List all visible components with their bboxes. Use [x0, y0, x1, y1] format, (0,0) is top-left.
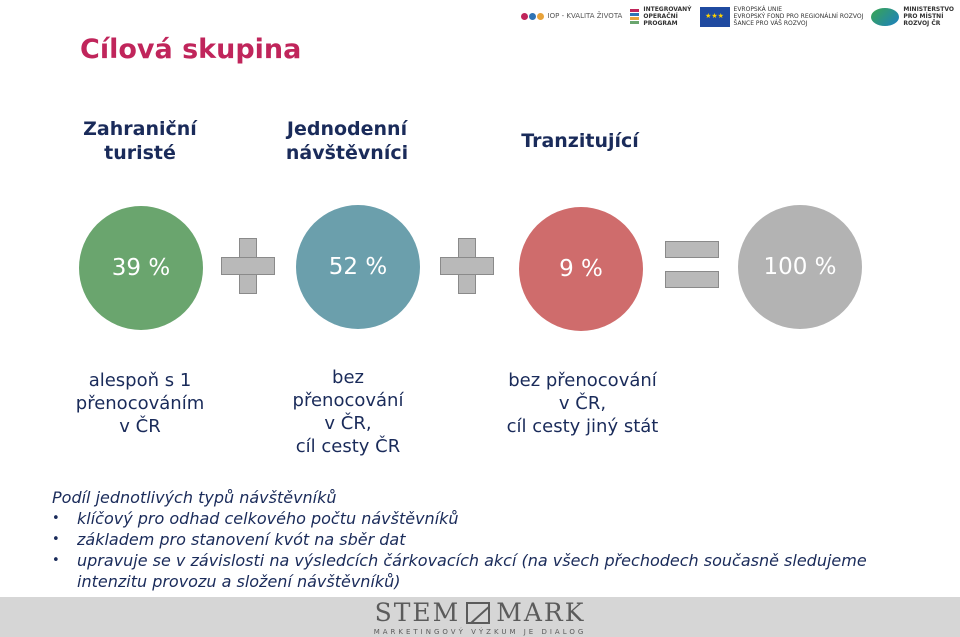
share-value-foreign: 39 %: [111, 255, 171, 281]
brand-mark-icon: [466, 601, 491, 624]
partner-logos: IOP - KVALITA ŽIVOTA INTEGROVANÝ OPERAČN…: [520, 6, 954, 27]
share-circle-day: 52 %: [296, 205, 420, 329]
plus-icon: [440, 238, 494, 294]
brand-right: MARK: [496, 598, 586, 627]
iroi-logo-text: INTEGROVANÝ OPERAČNÍ PROGRAM: [643, 6, 692, 27]
iop-dots-icon: [520, 13, 544, 20]
share-circle-total: 100 %: [738, 205, 862, 329]
heading-day-visitors: Jednodenní návštěvníci: [285, 118, 409, 164]
footer-bar: STEM MARK MARKETINGOVÝ VÝZKUM JE DIALOG: [0, 597, 960, 637]
stem-mark-logo: STEM MARK: [375, 598, 586, 627]
list-item: upravuje se v závislosti na výsledcích č…: [52, 550, 932, 592]
list-item: základem pro stanovení kvót na sběr dat: [52, 529, 932, 550]
notes-list: klíčový pro odhad celkového počtu návště…: [52, 508, 932, 592]
equals-icon: [665, 241, 719, 289]
share-value-transit: 9 %: [559, 256, 603, 282]
list-item: klíčový pro odhad celkového počtu návště…: [52, 508, 932, 529]
share-value-total: 100 %: [763, 254, 837, 280]
brand-left: STEM: [374, 598, 461, 627]
desc-transit: bez přenocování v ČR, cíl cesty jiný stá…: [506, 370, 659, 437]
iop-logo-text: IOP - KVALITA ŽIVOTA: [547, 12, 623, 20]
eu-logo-text: EVROPSKÁ UNIE EVROPSKÝ FOND PRO REGIONÁL…: [733, 6, 864, 27]
share-circle-transit: 9 %: [519, 207, 643, 331]
eu-logo: ★★★ EVROPSKÁ UNIE EVROPSKÝ FOND PRO REGI…: [699, 6, 864, 27]
mmr-emblem-icon: [871, 7, 900, 26]
desc-day: bez přenocování v ČR, cíl cesty ČR: [292, 367, 404, 457]
iroi-logo: INTEGROVANÝ OPERAČNÍ PROGRAM: [630, 6, 692, 27]
share-value-day: 52 %: [328, 254, 388, 280]
brand-tagline: MARKETINGOVÝ VÝZKUM JE DIALOG: [373, 628, 587, 636]
notes-title: Podíl jednotlivých typů návštěvníků: [52, 488, 337, 507]
iroi-bars-icon: [630, 9, 640, 24]
eu-flag-icon: ★★★: [699, 6, 730, 27]
mmr-logo: MINISTERSTVO PRO MÍSTNÍ ROZVOJ ČR: [871, 6, 954, 27]
desc-foreign: alespoň s 1 přenocováním v ČR: [75, 370, 205, 437]
notes-section: Podíl jednotlivých typů návštěvníků klíč…: [52, 487, 932, 592]
heading-foreign-tourists: Zahraniční turisté: [83, 118, 197, 164]
page-title: Cílová skupina: [80, 34, 302, 65]
mmr-logo-text: MINISTERSTVO PRO MÍSTNÍ ROZVOJ ČR: [903, 6, 954, 27]
plus-icon: [221, 238, 275, 294]
iop-logo: IOP - KVALITA ŽIVOTA: [520, 12, 623, 20]
share-circle-foreign: 39 %: [79, 206, 203, 330]
heading-transit: Tranzitující: [521, 130, 639, 152]
